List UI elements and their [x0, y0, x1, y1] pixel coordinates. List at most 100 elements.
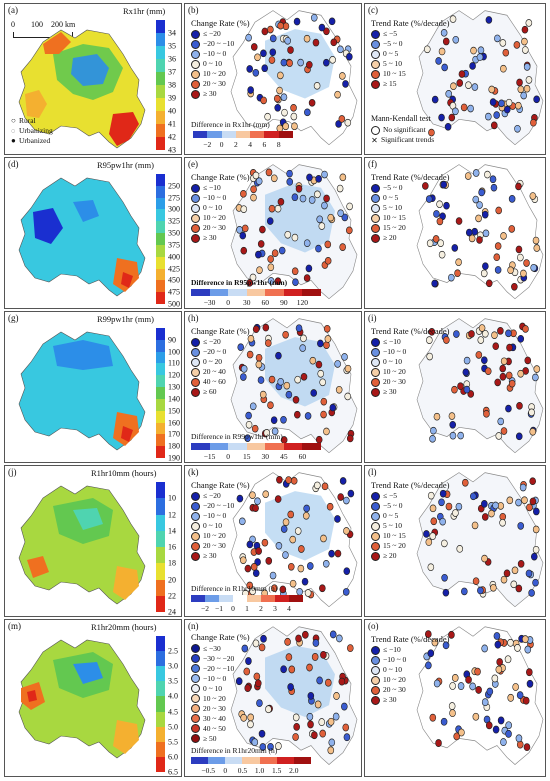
legend-dot — [191, 643, 200, 653]
colorbar-segment — [156, 498, 165, 515]
panel-label: (h) — [188, 313, 199, 323]
legend-dot — [371, 685, 380, 695]
station-marker — [341, 213, 349, 222]
station-marker — [490, 183, 498, 192]
station-marker — [523, 259, 530, 267]
station-marker — [334, 549, 342, 558]
station-marker — [500, 575, 508, 584]
legend-item: 20 ~ 30 — [191, 223, 250, 233]
station-marker — [429, 713, 437, 722]
station-marker — [309, 356, 317, 365]
station-marker — [297, 564, 305, 573]
difference-bar: −15 0 15 30 45 60 — [191, 443, 321, 461]
station-marker — [265, 557, 273, 565]
station-marker — [258, 643, 266, 652]
station-marker — [472, 195, 480, 204]
colorbar-segment — [156, 482, 165, 499]
legend-label: −20 ~ −10 — [203, 39, 235, 48]
legend-item: 0 ~ 5 — [371, 511, 450, 521]
station-marker — [338, 677, 346, 686]
station-marker — [294, 410, 301, 419]
station-marker — [246, 279, 254, 287]
station-marker — [499, 518, 506, 527]
station-map — [416, 10, 544, 146]
station-marker — [515, 432, 523, 441]
legend-dot — [371, 521, 380, 531]
station-marker — [444, 122, 452, 131]
station-marker — [249, 587, 256, 596]
station-marker — [265, 168, 273, 177]
legend-item: ≥ 30 — [371, 387, 450, 397]
legend-dot — [191, 703, 200, 713]
station-marker — [339, 72, 346, 80]
station-marker — [334, 515, 341, 523]
station-marker — [524, 645, 532, 654]
station-marker — [429, 504, 437, 513]
station-marker — [346, 226, 353, 235]
legend-dot — [191, 49, 200, 59]
station-marker — [449, 431, 457, 440]
station-marker — [517, 560, 525, 568]
station-marker — [252, 504, 259, 512]
station-marker — [268, 375, 276, 384]
legend-dot — [371, 695, 380, 705]
station-marker — [306, 663, 313, 672]
legend-item: ≥ 50 — [191, 733, 250, 743]
station-marker — [270, 416, 278, 424]
station-marker — [323, 324, 331, 333]
station-marker — [451, 674, 459, 682]
difference-bar-tick: 0 — [226, 452, 231, 461]
station-marker — [252, 569, 260, 577]
station-marker — [271, 584, 278, 593]
legend-dot — [191, 183, 200, 193]
colorbar-segment — [156, 595, 165, 612]
legend-label: 0 ~ 10 — [203, 59, 223, 68]
station-marker — [282, 330, 289, 339]
panel-label: (a) — [8, 5, 18, 15]
station-marker — [507, 693, 515, 702]
station-marker — [289, 579, 297, 588]
station-marker — [342, 723, 350, 732]
panel-label: (b) — [188, 5, 199, 15]
station-marker — [499, 364, 507, 373]
legend-dot — [191, 713, 200, 723]
legend-dot — [191, 193, 200, 203]
station-marker — [511, 566, 519, 575]
difference-bar-tick: 30 — [261, 452, 270, 461]
panel-label: (o) — [368, 621, 379, 631]
station-marker — [533, 95, 540, 104]
station-marker — [264, 112, 271, 121]
station-marker — [286, 59, 293, 67]
station-marker — [280, 665, 287, 674]
station-marker — [448, 412, 456, 420]
station-marker — [306, 712, 314, 721]
legend-label: ≤ −20 — [203, 337, 221, 346]
station-marker — [311, 653, 319, 661]
station-marker — [530, 552, 538, 561]
difference-bar-segment — [250, 131, 265, 138]
station-marker — [243, 667, 251, 676]
station-marker — [282, 518, 290, 526]
station-marker — [341, 353, 348, 361]
station-marker — [334, 90, 341, 99]
station-marker — [254, 558, 261, 566]
station-marker — [441, 63, 448, 72]
legend-item: ≥ 30 — [191, 551, 250, 561]
legend-item: −10 ~ 0 — [191, 511, 250, 521]
colorbar-segment — [156, 292, 165, 304]
colorbar-tick: 38 — [168, 80, 176, 90]
colorbar-segment — [156, 651, 165, 667]
station-marker — [481, 210, 489, 219]
legend-dot — [191, 69, 200, 79]
station-marker — [511, 282, 518, 291]
station-marker — [269, 48, 277, 57]
legend-label: 0 ~ 10 — [383, 665, 403, 674]
legend-label: 10 ~ 20 — [383, 367, 406, 376]
station-marker — [246, 65, 254, 73]
colorbar-tick: 6.5 — [168, 767, 178, 777]
station-marker — [295, 324, 303, 332]
difference-bar: −30 0 30 60 90 120 — [191, 289, 321, 307]
legend-title: Trend Rate (%/decade) — [371, 634, 450, 644]
colorbar-segment — [156, 514, 165, 531]
